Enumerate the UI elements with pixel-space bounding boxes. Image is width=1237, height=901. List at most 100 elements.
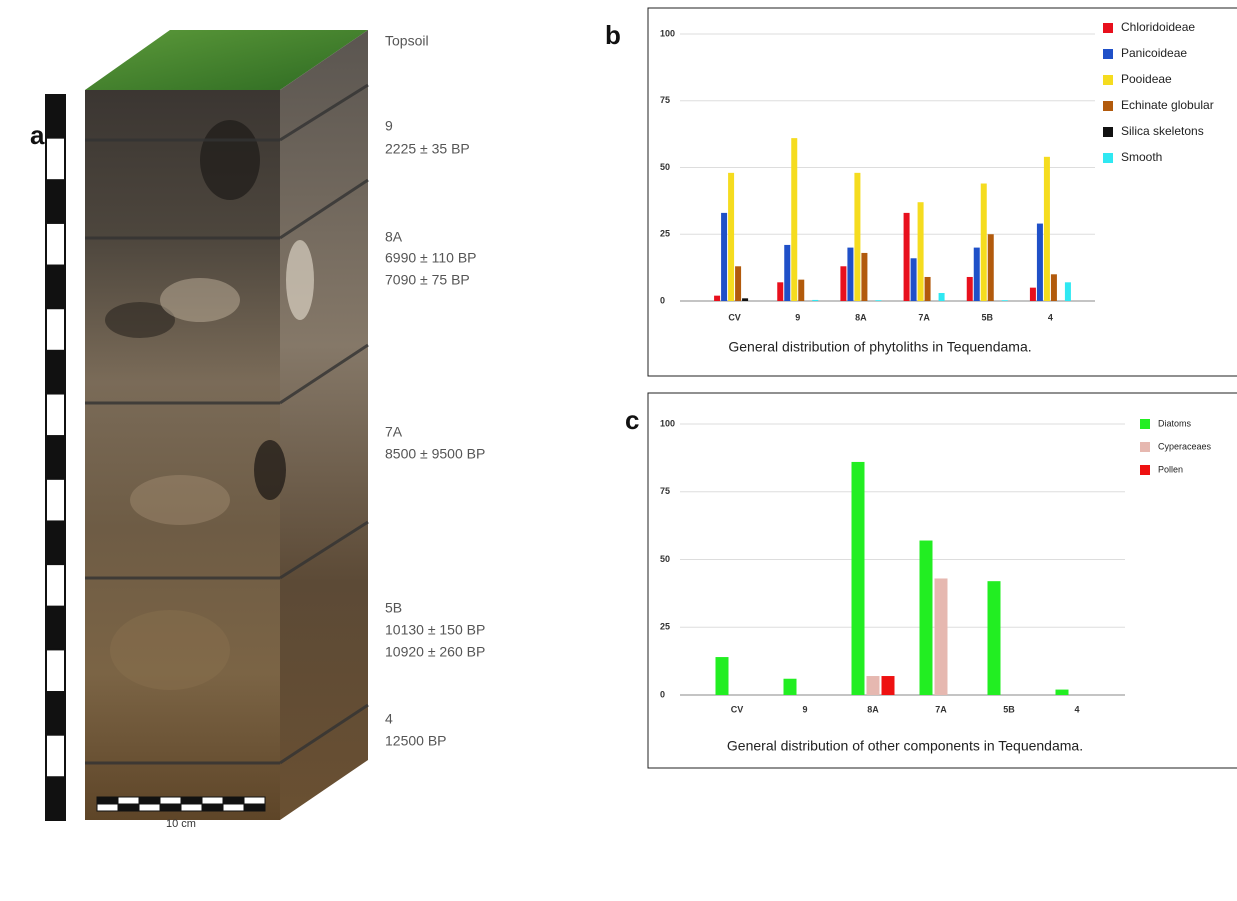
- ruler: [46, 95, 65, 820]
- bar: [791, 138, 797, 301]
- scale-bar: [97, 797, 265, 811]
- scale-cell: [244, 804, 265, 811]
- bar: [925, 277, 931, 301]
- bar: [714, 296, 720, 301]
- x-tick-label: 4: [1074, 704, 1079, 714]
- layer-name: Topsoil: [385, 33, 429, 49]
- ruler-segment: [46, 607, 65, 650]
- bar: [1044, 157, 1050, 301]
- scale-cell: [160, 797, 181, 804]
- ruler-segment: [46, 138, 65, 181]
- scale-cell: [97, 797, 118, 804]
- bar: [911, 258, 917, 301]
- legend-swatch: [1103, 101, 1113, 111]
- bar: [935, 578, 948, 695]
- legend-label: Pollen: [1158, 464, 1183, 474]
- scale-cell: [139, 804, 160, 811]
- legend-label: Smooth: [1121, 150, 1162, 164]
- scale-cell: [181, 797, 202, 804]
- ruler-segment: [46, 95, 65, 138]
- legend-label: Panicoideae: [1121, 46, 1187, 60]
- bar: [798, 280, 804, 301]
- scale-cell: [181, 804, 202, 811]
- bar: [939, 293, 945, 301]
- bar: [974, 248, 980, 301]
- panel-label: b: [605, 20, 621, 50]
- bar: [920, 541, 933, 695]
- layer-labels: Topsoil 9 2225 ± 35 BP 8A 6990 ± 110 BP …: [385, 33, 485, 749]
- bar: [1056, 690, 1069, 695]
- legend-swatch: [1140, 442, 1150, 452]
- bar: [988, 581, 1001, 695]
- scale-cell: [244, 797, 265, 804]
- layer-date: 6990 ± 110 BP: [385, 250, 477, 266]
- bar: [882, 676, 895, 695]
- bar: [812, 300, 818, 301]
- figure: a 10 cm Topsoil 9 2225 ± 35 BP 8A 6990 ±…: [0, 0, 1237, 901]
- legend-swatch: [1103, 23, 1113, 33]
- bar: [784, 679, 797, 695]
- ruler-segment: [46, 436, 65, 479]
- x-tick-label: 8A: [855, 312, 867, 322]
- layer-name: 4: [385, 711, 393, 727]
- layer-date: 7090 ± 75 BP: [385, 272, 470, 288]
- bar: [867, 676, 880, 695]
- y-tick-label: 25: [660, 622, 670, 632]
- y-tick-label: 0: [660, 689, 665, 699]
- ruler-segment: [46, 649, 65, 692]
- legend-swatch: [1103, 153, 1113, 163]
- x-tick-label: 7A: [918, 312, 930, 322]
- legend-label: Diatoms: [1158, 418, 1192, 428]
- layer-name: 8A: [385, 229, 403, 245]
- ruler-segment: [46, 479, 65, 522]
- y-tick-label: 50: [660, 554, 670, 564]
- bar: [1051, 274, 1057, 301]
- legend-swatch: [1140, 419, 1150, 429]
- bar: [1002, 300, 1008, 301]
- y-tick-label: 25: [660, 229, 670, 239]
- x-tick-label: 5B: [981, 312, 993, 322]
- y-tick-label: 75: [660, 95, 670, 105]
- layer-date: 8500 ± 9500 BP: [385, 446, 485, 462]
- bar: [1037, 224, 1043, 301]
- layer-date: 2225 ± 35 BP: [385, 141, 470, 157]
- bar: [728, 173, 734, 301]
- legend-swatch: [1103, 127, 1113, 137]
- y-tick-label: 100: [660, 418, 675, 428]
- ruler-segment: [46, 308, 65, 351]
- bar: [784, 245, 790, 301]
- x-tick-label: 5B: [1003, 704, 1015, 714]
- scale-cell: [139, 797, 160, 804]
- bar: [777, 282, 783, 301]
- ruler-segment: [46, 692, 65, 735]
- y-tick-label: 100: [660, 28, 675, 38]
- x-tick-label: CV: [728, 312, 741, 322]
- legend-label: Chloridoideae: [1121, 20, 1195, 34]
- bar: [904, 213, 910, 301]
- scale-cell: [223, 804, 244, 811]
- scale-cell: [202, 804, 223, 811]
- bar: [840, 266, 846, 301]
- bar: [875, 300, 881, 301]
- layer-date: 10130 ± 150 BP: [385, 622, 485, 638]
- page: {"panel_a": {"label": "a", "scale_label"…: [0, 0, 1237, 901]
- bar: [981, 184, 987, 301]
- legend-swatch: [1140, 465, 1150, 475]
- scale-cell: [118, 804, 139, 811]
- bar: [1030, 288, 1036, 301]
- bar: [967, 277, 973, 301]
- x-tick-label: 8A: [867, 704, 879, 714]
- layer-date: 12500 BP: [385, 733, 447, 749]
- y-tick-label: 50: [660, 162, 670, 172]
- x-tick-label: 9: [802, 704, 807, 714]
- soil-column: [85, 30, 368, 820]
- y-tick-label: 75: [660, 486, 670, 496]
- bar: [1065, 282, 1071, 301]
- ruler-segment: [46, 351, 65, 394]
- x-tick-label: 7A: [935, 704, 947, 714]
- legend-label: Pooideae: [1121, 72, 1172, 86]
- scale-label: 10 cm: [166, 818, 196, 830]
- legend-label: Cyperaceaes: [1158, 441, 1212, 451]
- bar: [918, 202, 924, 301]
- bar: [742, 298, 748, 301]
